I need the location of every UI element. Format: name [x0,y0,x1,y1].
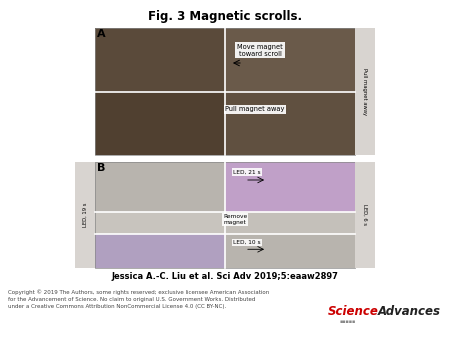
Bar [95,162,225,212]
Text: Fig. 3 Magnetic scrolls.: Fig. 3 Magnetic scrolls. [148,10,302,23]
Text: Remove
magnet: Remove magnet [223,214,247,225]
Text: ▪▪▪▪▪: ▪▪▪▪▪ [340,319,356,324]
Text: Copyright © 2019 The Authors, some rights reserved; exclusive licensee American : Copyright © 2019 The Authors, some right… [8,289,269,309]
Bar [225,92,355,155]
Text: LED, 19 s: LED, 19 s [82,203,87,227]
Bar [355,162,375,268]
Bar [95,212,225,234]
Bar [225,212,355,234]
Bar [225,234,355,268]
Bar [225,28,355,92]
Text: LED, 21 s: LED, 21 s [233,169,261,174]
Bar [355,28,375,155]
Text: Science: Science [328,305,379,318]
Text: A: A [97,29,106,39]
Text: Jessica A.-C. Liu et al. Sci Adv 2019;5:eaaw2897: Jessica A.-C. Liu et al. Sci Adv 2019;5:… [112,272,338,281]
Bar [95,162,355,268]
Bar [225,162,355,212]
Bar [95,92,225,155]
Text: B: B [97,163,105,173]
Bar [95,28,225,92]
Text: LED, 10 s: LED, 10 s [233,240,261,245]
Bar [95,28,355,155]
Bar [75,162,95,268]
Text: Move magnet
toward scroll: Move magnet toward scroll [237,44,283,56]
Text: Advances: Advances [378,305,441,318]
Text: LED, 6 s: LED, 6 s [363,204,368,225]
Bar [95,234,225,268]
Text: Pull magnet away: Pull magnet away [225,106,285,113]
Text: Pull magnet away: Pull magnet away [363,68,368,115]
